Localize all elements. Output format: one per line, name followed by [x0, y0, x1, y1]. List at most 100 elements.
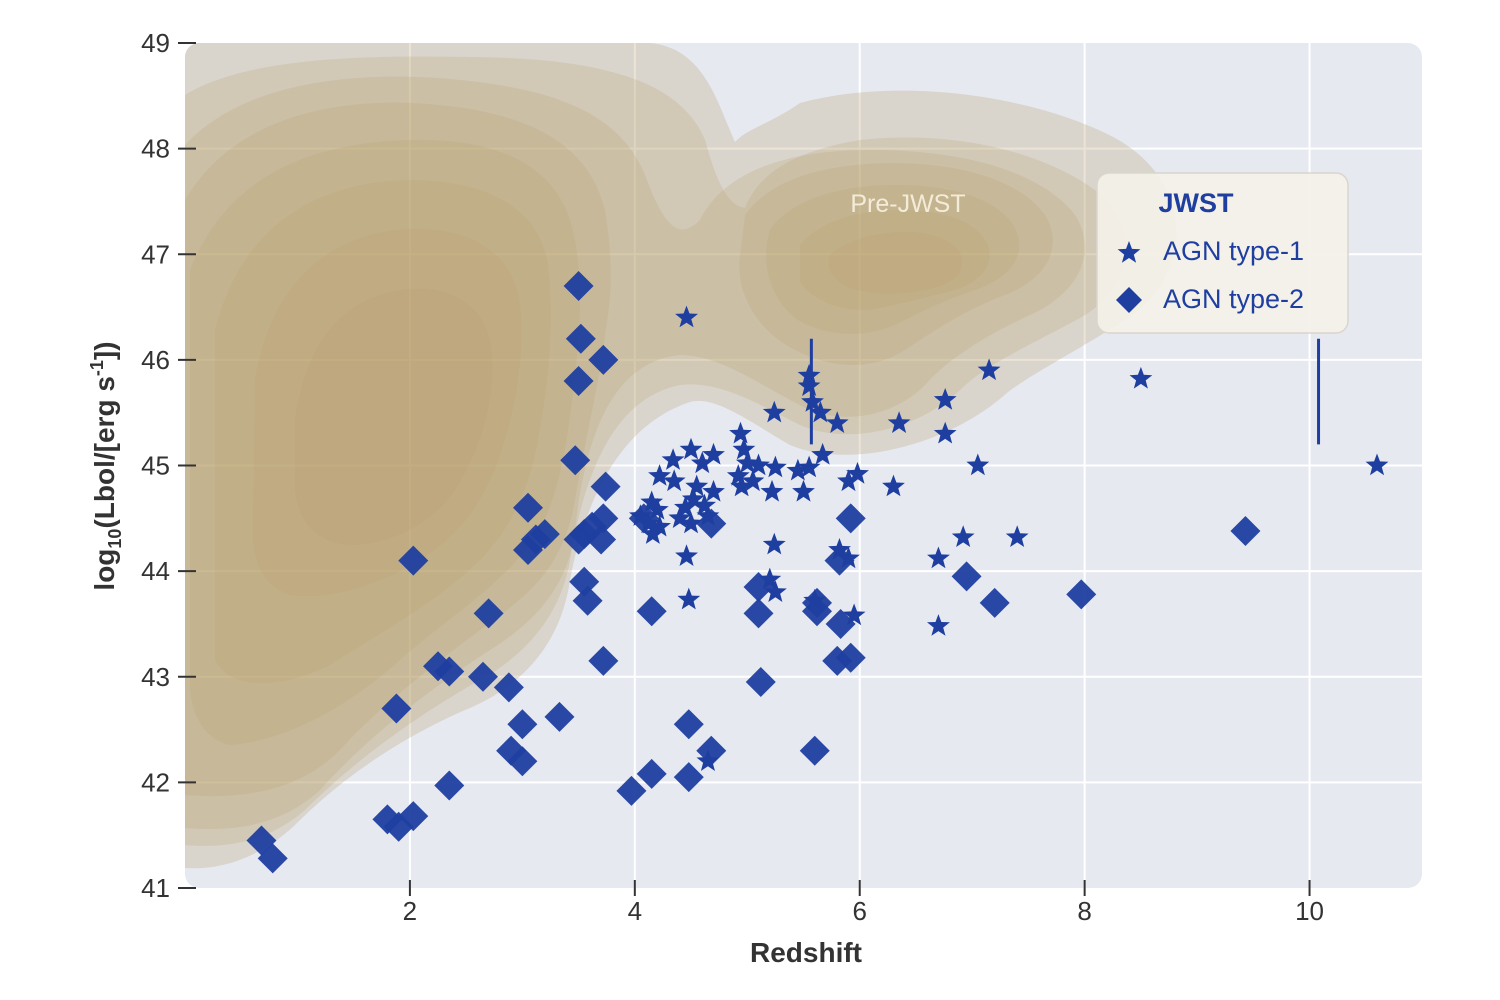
agn-type1-point: [762, 400, 786, 423]
density-contour-5: [190, 140, 1020, 745]
agn-type2-point: [473, 598, 504, 629]
agn-type1-point: [640, 490, 664, 513]
agn-type1-point: [792, 479, 815, 502]
agn-type1-point: [690, 451, 714, 474]
agn-type1-point: [951, 525, 975, 547]
agn-type1-point: [641, 522, 665, 544]
agn-type1-point: [648, 464, 671, 486]
agn-type2-point: [493, 672, 524, 703]
agn-type2-point: [801, 596, 832, 627]
y-tick-label: 49: [141, 28, 170, 58]
agn-type1-point: [797, 455, 821, 478]
agn-type2-point: [743, 571, 774, 602]
agn-type2-point: [824, 545, 855, 576]
agn-type1-point: [801, 390, 824, 412]
y-tick-label: 42: [141, 767, 170, 797]
pre-jwst-label: Pre-JWST: [850, 190, 965, 218]
agn-type1-point: [760, 479, 784, 502]
agn-type2-point: [507, 746, 538, 777]
agn-type2-point: [799, 735, 830, 766]
legend-entry-type2: AGN type-2: [1163, 284, 1304, 314]
y-axis-title-suffix: ]): [89, 341, 120, 360]
agn-type2-point: [616, 775, 647, 806]
agn-type2-point: [563, 366, 594, 396]
agn-type1-point: [662, 469, 686, 492]
density-contour-2: [185, 56, 1126, 846]
x-tick-label: 6: [852, 896, 866, 926]
agn-type2-point: [577, 511, 608, 542]
x-tick-label: 10: [1295, 896, 1324, 926]
agn-type2-point: [588, 645, 619, 676]
agn-type1-point: [933, 421, 957, 444]
agn-type1-point: [811, 442, 834, 465]
agn-type2-point: [569, 566, 600, 597]
agn-type2-point: [951, 561, 982, 592]
y-tick-label: 41: [141, 873, 170, 903]
agn-type1-point: [729, 421, 752, 444]
legend-entry-type1: AGN type-1: [1163, 236, 1304, 266]
agn-type2-point: [673, 762, 704, 793]
agn-type1-point: [741, 469, 765, 492]
agn-type2-point: [628, 503, 659, 534]
density-contour-7: [252, 228, 963, 596]
agn-type2-point: [1066, 579, 1097, 610]
agn-type1-point: [758, 567, 782, 590]
agn-type2-point: [696, 735, 727, 766]
agn-type1-point: [1129, 366, 1153, 389]
agn-type1-point: [764, 455, 787, 478]
agn-type1-point: [661, 448, 685, 470]
agn-type1-point: [702, 479, 725, 502]
agn-type1-point: [730, 474, 754, 497]
agn-type1-point: [809, 400, 832, 423]
agn-type2-point: [588, 344, 619, 375]
agn-type2-point: [825, 608, 856, 639]
agn-type2-point: [636, 596, 667, 627]
agn-type2-point: [512, 492, 543, 523]
agn-type1-point: [846, 461, 869, 484]
agn-type2-point: [979, 587, 1010, 618]
agn-type1-point: [675, 544, 698, 566]
agn-type1-point: [679, 511, 703, 534]
agn-type2-point: [673, 709, 704, 740]
agn-type2-point: [565, 323, 596, 354]
y-tick-label: 48: [141, 134, 170, 164]
agn-type1-point: [645, 497, 669, 520]
agn-type2-point: [257, 843, 288, 874]
agn-type1-point: [747, 453, 770, 476]
agn-type1-point: [726, 464, 750, 486]
agn-type2-point: [468, 661, 499, 692]
agn-type1-point: [702, 442, 725, 465]
agn-type1-point: [927, 546, 950, 569]
agn-type1-point: [648, 514, 671, 537]
density-contour-4: [185, 102, 1053, 797]
agn-type1-point: [825, 411, 849, 433]
agn-type1-point: [762, 532, 786, 555]
agn-type2-point: [1230, 515, 1261, 546]
agn-type1-point: [735, 451, 759, 474]
agn-type1-point: [675, 305, 698, 328]
agn-type2-point: [434, 656, 465, 687]
agn-type1-point: [764, 580, 787, 602]
agn-type2-point: [636, 758, 667, 789]
density-contour-8: [295, 288, 493, 545]
agn-type1-point: [797, 374, 821, 396]
agn-type1-point: [679, 437, 703, 460]
agn-type1-point: [837, 469, 860, 492]
agn-type2-point: [434, 770, 465, 801]
agn-type2-point: [743, 598, 774, 629]
agn-type1-point: [681, 487, 705, 509]
agn-type2-point: [572, 585, 603, 616]
agn-type1-point: [1005, 525, 1029, 547]
agn-type2-point: [590, 471, 621, 502]
agn-type2-point: [398, 801, 429, 832]
agn-type1-point: [842, 603, 866, 626]
agn-type2-point: [544, 701, 575, 732]
agn-type2-point: [560, 445, 591, 476]
legend-diamond-icon: [1116, 287, 1142, 313]
agn-type2-point: [745, 667, 776, 698]
density-contour-3: [185, 76, 1085, 830]
y-tick-label: 46: [141, 345, 170, 375]
x-tick-label: 8: [1077, 896, 1091, 926]
